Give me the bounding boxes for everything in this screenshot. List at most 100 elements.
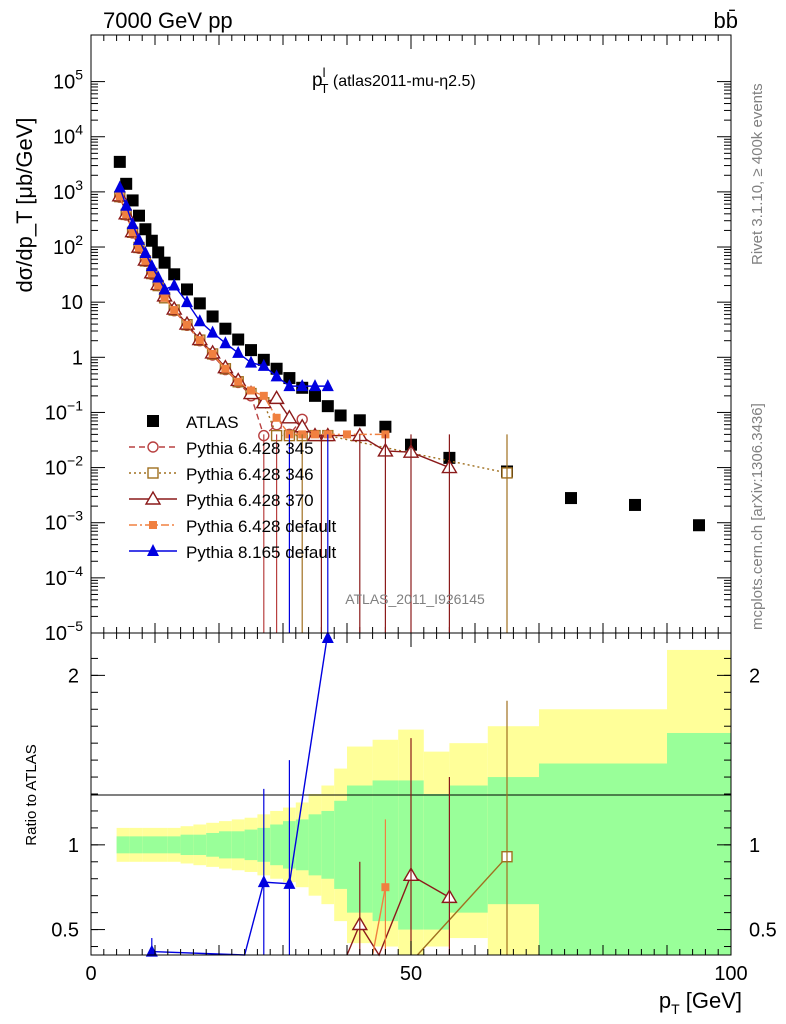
data-point <box>168 278 181 291</box>
ratio-y-tick-label: 1 <box>68 835 79 857</box>
legend-marker <box>149 521 157 529</box>
data-point <box>158 256 171 269</box>
x-axis-label-rest: [GeV] <box>680 988 742 1013</box>
data-point <box>193 314 206 327</box>
data-point <box>139 245 152 258</box>
legend-marker <box>147 415 159 427</box>
y-tick-label: 10 <box>61 292 83 314</box>
legend-label: Pythia 6.428 370 <box>186 491 314 510</box>
header-left-text: 7000 GeV pp <box>103 8 233 33</box>
data-point <box>219 336 232 349</box>
rivet-version-text: Rivet 3.1.10, ≥ 400k events <box>749 83 766 265</box>
header-right-text: bb̄ <box>714 8 738 33</box>
data-point <box>309 379 321 392</box>
data-point <box>272 413 281 422</box>
y-tick-label-exp: 3 <box>75 177 83 193</box>
y-tick-label-base: 10 <box>53 182 75 204</box>
data-point <box>195 336 204 345</box>
data-point <box>183 320 191 329</box>
series-pythia-8-165-default <box>113 180 334 392</box>
y-tick-label: 102 <box>53 232 83 259</box>
legend-entry: Pythia 6.428 346 <box>129 465 314 484</box>
data-point <box>141 256 150 265</box>
data-point <box>126 217 139 230</box>
data-point <box>122 210 131 219</box>
data-point <box>296 379 309 392</box>
band-green <box>667 732 731 955</box>
data-point <box>152 270 165 283</box>
legend-label: Pythia 6.428 345 <box>186 439 314 458</box>
x-tick-label: 0 <box>85 963 96 985</box>
ratio-line <box>151 632 329 956</box>
ratio-point <box>321 631 334 643</box>
data-point <box>206 310 219 323</box>
y-tick-label-base: 10 <box>53 72 75 94</box>
data-point <box>120 177 133 190</box>
data-point <box>629 498 641 511</box>
legend-marker <box>147 544 159 556</box>
data-point <box>334 409 347 422</box>
y-tick-label-exp: −1 <box>67 397 83 413</box>
band-green <box>308 814 322 876</box>
data-point <box>126 194 139 207</box>
data-point <box>353 414 366 427</box>
data-point <box>120 198 133 211</box>
data-point <box>565 492 577 505</box>
data-point <box>135 243 143 252</box>
band-green <box>180 834 194 856</box>
y-tick-label: 10−4 <box>45 563 83 590</box>
data-point <box>270 362 283 375</box>
data-point <box>193 297 206 310</box>
data-point <box>221 364 230 373</box>
data-point <box>168 268 181 281</box>
band-green <box>167 836 181 854</box>
ratio-series-layer <box>145 631 513 957</box>
ratio-y-tick-label: 0.5 <box>51 920 79 942</box>
x-axis-label: pT [GeV] <box>659 988 742 1017</box>
ratio-y-tick-label-right: 0.5 <box>749 920 777 942</box>
data-point <box>268 389 285 405</box>
data-point <box>181 283 193 296</box>
ratio-line <box>371 887 387 956</box>
data-point <box>281 409 298 424</box>
x-tick-label: 50 <box>400 963 422 985</box>
legend: ATLAS Pythia 6.428 345 Pythia 6.428 346 Pyt… <box>129 413 337 562</box>
data-point <box>232 333 245 346</box>
legend-label: Pythia 6.428 default <box>186 517 337 536</box>
band-green <box>244 829 258 861</box>
main-title-sup: l <box>323 65 326 80</box>
legend-entry: Pythia 8.165 default <box>129 543 337 562</box>
data-point <box>115 192 124 201</box>
legend-entry: Pythia 6.428 default <box>129 517 337 536</box>
y-tick-label: 103 <box>53 177 83 204</box>
legend-marker <box>147 467 159 479</box>
watermark-text: ATLAS_2011_I926145 <box>345 591 485 607</box>
legend-entry: Pythia 6.428 370 <box>129 490 314 510</box>
series-line <box>119 195 450 469</box>
data-point <box>113 180 126 193</box>
data-point <box>321 379 334 392</box>
band-green <box>487 777 539 905</box>
band-green <box>449 785 488 913</box>
data-point <box>128 228 137 237</box>
band-green <box>193 834 207 856</box>
data-point <box>283 372 296 385</box>
data-point <box>309 389 321 402</box>
data-point <box>245 344 257 357</box>
x-tick-label: 100 <box>714 963 747 985</box>
main-title-sub: T <box>320 81 328 96</box>
y-tick-label: 10−2 <box>45 453 83 480</box>
data-point <box>343 430 351 439</box>
y-tick-label: 10−5 <box>45 618 83 645</box>
band-green <box>423 794 450 930</box>
data-point <box>147 269 156 278</box>
ratio-axis-ticks: 0.5 0.5 1 1 2 2 0 50 100 <box>51 633 777 985</box>
y-tick-label-base: 10 <box>45 513 67 535</box>
data-point <box>154 281 163 290</box>
x-axis-label-p: p <box>659 988 671 1013</box>
data-point <box>145 259 158 272</box>
data-point <box>208 349 217 358</box>
main-y-axis-label: dσ/dp_T [μb/GeV] <box>12 117 37 292</box>
y-tick-label-exp: 4 <box>75 122 83 138</box>
